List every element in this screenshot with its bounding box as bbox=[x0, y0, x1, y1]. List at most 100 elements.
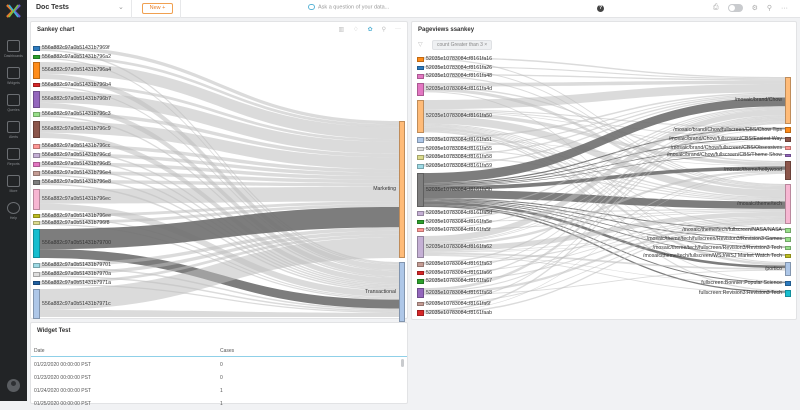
sankey-target-node[interactable] bbox=[785, 127, 791, 133]
sankey-target-node[interactable] bbox=[785, 228, 791, 233]
sankey-source-label: 556a882c97a0b51431b796cc bbox=[42, 143, 111, 149]
sankey-source-node[interactable] bbox=[417, 236, 424, 258]
sankey-source-node[interactable] bbox=[417, 271, 424, 275]
sidebar-item-label: Queries bbox=[7, 108, 20, 112]
scrollbar[interactable] bbox=[401, 359, 404, 367]
top-bar: Doc Tests ⌄ New + Ask a question of your… bbox=[27, 0, 800, 18]
sankey-target-node[interactable] bbox=[785, 161, 791, 180]
sankey-source-node[interactable] bbox=[33, 121, 40, 138]
sankey-source-node[interactable] bbox=[417, 147, 424, 151]
sankey-target-node[interactable] bbox=[785, 77, 791, 124]
sidebar-item-queries[interactable]: Queries bbox=[0, 94, 27, 112]
sankey-target-node[interactable] bbox=[785, 254, 791, 258]
sankey-source-node[interactable] bbox=[33, 171, 40, 176]
sankey-source-node[interactable] bbox=[417, 262, 424, 267]
sankey-chart-area[interactable]: 556a882c97a0b51431b7969f 556a882c97a0b514… bbox=[33, 41, 405, 322]
sidebar-item-widgets[interactable]: Widgets bbox=[0, 67, 27, 85]
sankey-source-node[interactable] bbox=[33, 112, 40, 117]
sankey-source-node[interactable] bbox=[417, 83, 424, 96]
sankey-target-node[interactable] bbox=[785, 184, 791, 224]
chevron-down-icon[interactable]: ⌄ bbox=[118, 4, 124, 11]
sankey-source-node[interactable] bbox=[417, 310, 424, 316]
sankey-source-node[interactable] bbox=[33, 91, 40, 108]
sidebar-item-alerts[interactable]: Alerts bbox=[0, 121, 27, 139]
new-button[interactable]: New + bbox=[142, 3, 173, 14]
sankey-source-node[interactable] bbox=[33, 153, 40, 158]
table-row[interactable]: 01/22/2020 00:00:00 PST 0 bbox=[31, 358, 407, 371]
sankey-source-node[interactable] bbox=[33, 62, 40, 79]
sankey-target-node[interactable] bbox=[785, 246, 791, 250]
column-header-date[interactable]: Date bbox=[34, 348, 45, 354]
sankey-source-node[interactable] bbox=[417, 155, 424, 160]
sankey-target-node[interactable] bbox=[785, 237, 791, 242]
sankey-target-node[interactable] bbox=[785, 137, 791, 142]
sidebar-item-reports[interactable]: Reports bbox=[0, 148, 27, 166]
sankey-source-node[interactable] bbox=[417, 74, 424, 79]
sankey-source-node[interactable] bbox=[417, 66, 424, 70]
sankey-source-node[interactable] bbox=[417, 288, 424, 298]
table-row[interactable]: 01/24/2020 00:00:00 PST 1 bbox=[31, 384, 407, 397]
sankey-source-node[interactable] bbox=[417, 137, 424, 143]
more-icon[interactable]: ··· bbox=[395, 26, 401, 32]
sidebar-item-dashboards[interactable]: Dashboards bbox=[0, 40, 27, 58]
logo-icon[interactable] bbox=[5, 4, 22, 18]
filter-icon[interactable]: ▽ bbox=[418, 42, 423, 48]
sankey-source-node[interactable] bbox=[33, 281, 40, 285]
sankey-source-node[interactable] bbox=[33, 55, 40, 59]
close-icon[interactable]: × bbox=[484, 42, 488, 48]
print-icon[interactable]: ⎙ bbox=[712, 4, 719, 11]
sankey-source-node[interactable] bbox=[33, 180, 40, 185]
sankey-source-node[interactable] bbox=[33, 162, 40, 167]
pin-icon[interactable]: ⚲ bbox=[381, 27, 386, 33]
sankey-target-node[interactable] bbox=[785, 262, 791, 276]
sankey-source-node[interactable] bbox=[33, 214, 40, 218]
sankey-target-node[interactable] bbox=[399, 262, 405, 322]
sankey-target-node[interactable] bbox=[785, 154, 791, 157]
sankey-source-label: 52035e10783084cf8161fa50 bbox=[426, 113, 493, 119]
table-row[interactable]: 01/23/2020 00:00:00 PST 0 bbox=[31, 371, 407, 384]
help-icon[interactable]: ? bbox=[597, 5, 604, 12]
sidebar-item-more[interactable]: More bbox=[0, 175, 27, 193]
sankey-source-node[interactable] bbox=[417, 100, 424, 133]
sidebar-item-label: Alerts bbox=[9, 135, 18, 139]
sidebar-item-help[interactable]: Help bbox=[0, 202, 27, 220]
sankey-source-node[interactable] bbox=[417, 220, 424, 224]
sankey-source-node[interactable] bbox=[417, 279, 424, 284]
more-icon[interactable]: ··· bbox=[781, 4, 788, 12]
sankey-source-node[interactable] bbox=[33, 46, 40, 51]
sankey-target-node[interactable] bbox=[785, 290, 791, 297]
sankey-source-node[interactable] bbox=[417, 302, 424, 306]
gear-icon[interactable]: ⚙ bbox=[751, 5, 758, 12]
sankey-source-node[interactable] bbox=[33, 144, 40, 149]
sankey-target-node[interactable] bbox=[785, 146, 791, 150]
edit-mode-toggle[interactable] bbox=[727, 4, 743, 12]
sankey-source-node[interactable] bbox=[417, 173, 424, 207]
sankey-source-node[interactable] bbox=[33, 229, 40, 258]
user-avatar[interactable] bbox=[7, 379, 20, 392]
pin-icon[interactable]: ⚲ bbox=[766, 5, 772, 12]
sankey-source-node[interactable] bbox=[33, 263, 40, 268]
sankey-source-label: 556a882c97a0b51431b796c3 bbox=[42, 111, 111, 117]
sankey-source-node[interactable] bbox=[33, 272, 40, 277]
sankey-target-node[interactable] bbox=[399, 121, 405, 258]
sankey-source-node[interactable] bbox=[417, 57, 424, 62]
sankey-source-label: 52035e10783084cf8161fa66 bbox=[426, 269, 493, 276]
sankey-source-node[interactable] bbox=[417, 164, 424, 169]
sankey-target-node[interactable] bbox=[785, 281, 791, 286]
sankey-chart-area[interactable]: 52035e10783084cf8161fa16 52035e10783084cf… bbox=[417, 56, 793, 319]
sankey-source-label: 556a882c97a0b51431b796c9 bbox=[42, 126, 111, 132]
bulb-icon[interactable]: ♢ bbox=[353, 27, 359, 33]
filter-chip[interactable]: count Greater than 3 × bbox=[432, 40, 493, 50]
refresh-icon[interactable]: ✿ bbox=[367, 27, 373, 33]
column-header-cases[interactable]: Cases bbox=[220, 348, 235, 354]
sankey-source-node[interactable] bbox=[33, 289, 40, 319]
sankey-source-node[interactable] bbox=[417, 211, 424, 216]
sankey-source-node[interactable] bbox=[33, 189, 40, 210]
chart-type-icon[interactable]: ▥ bbox=[338, 27, 345, 33]
sankey-source-node[interactable] bbox=[33, 83, 40, 87]
sankey-source-node[interactable] bbox=[417, 228, 424, 232]
dashboard-title[interactable]: Doc Tests bbox=[36, 4, 69, 11]
ask-question-input[interactable]: Ask a question of your data... bbox=[308, 4, 389, 10]
sankey-source-node[interactable] bbox=[33, 221, 40, 225]
table-row[interactable]: 01/25/2020 00:00:00 PST 1 bbox=[31, 397, 407, 410]
